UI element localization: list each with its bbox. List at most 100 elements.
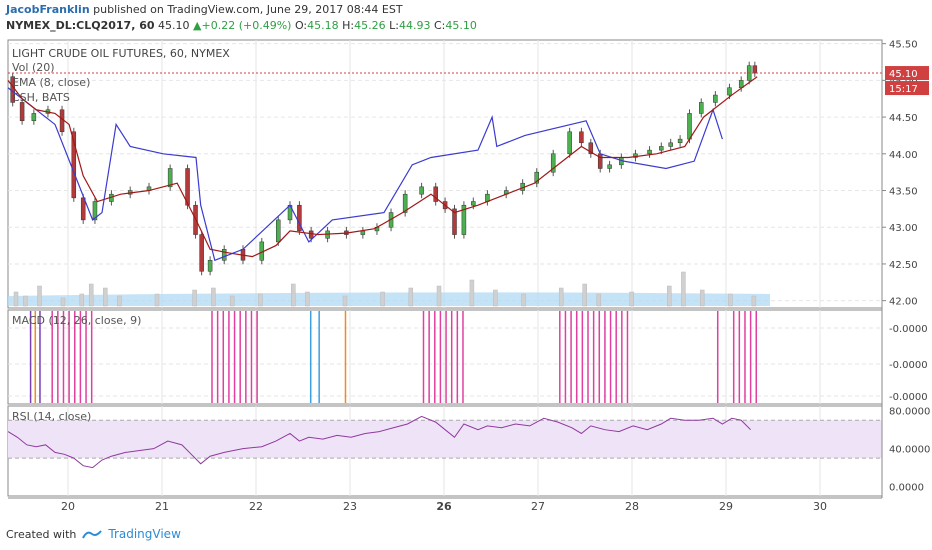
candle-body — [419, 186, 424, 195]
volume-bar — [681, 271, 686, 307]
volume-bar — [408, 287, 414, 307]
candle-body — [360, 230, 366, 235]
candle-body — [71, 131, 77, 199]
candle-body — [534, 171, 539, 184]
author-name[interactable]: JacobFranklin — [6, 3, 90, 16]
volume-ma-area — [8, 292, 770, 306]
volume-bar — [493, 289, 498, 307]
volume-bar — [596, 293, 602, 307]
main-pane-frame — [7, 39, 883, 309]
candle-body — [92, 201, 98, 221]
candle-body — [31, 113, 37, 122]
macd-label: MACD (12, 26, close, 9) — [12, 314, 141, 327]
x-tick-label: 26 — [436, 500, 452, 513]
candle-body — [713, 94, 718, 103]
candle-body — [308, 230, 314, 239]
volume-bar — [728, 293, 733, 307]
x-tick-label: 21 — [155, 500, 169, 513]
candle-body — [588, 142, 594, 155]
candle-body — [550, 153, 556, 173]
ema-line — [7, 76, 758, 258]
volume-bar — [521, 293, 526, 307]
price-change: +0.22 (+0.49%) — [201, 19, 292, 32]
publish-header: JacobFranklin published on TradingView.c… — [6, 3, 403, 16]
price-tick-label: 44.00 — [889, 150, 918, 161]
volume-bar — [342, 295, 348, 307]
chart-title: LIGHT CRUDE OIL FUTURES, 60, NYMEX — [12, 47, 230, 60]
candle-body — [687, 113, 692, 140]
candle-body — [659, 146, 664, 151]
low-label: L: — [389, 19, 399, 32]
volume-bar — [60, 297, 66, 307]
volume-bar — [469, 279, 475, 307]
x-tick-label: 29 — [719, 500, 733, 513]
candle-body — [80, 197, 86, 221]
candle-body — [452, 208, 457, 235]
candle-body — [471, 201, 476, 206]
candle-body — [752, 65, 758, 74]
candle-body — [647, 149, 652, 155]
volume-bar — [117, 295, 122, 307]
macd-pane — [29, 311, 758, 403]
price-tick-label: 42.00 — [889, 297, 918, 308]
legend-csh: CSH, BATS — [12, 91, 70, 104]
close-label: C: — [433, 19, 446, 32]
last-price-text: 45.10 — [889, 69, 918, 80]
candle-body — [677, 138, 683, 144]
candle-body — [19, 102, 25, 122]
ticker-header: NYMEX_DL:CLQ2017, 60 45.10 ▲+0.22 (+0.49… — [6, 19, 477, 32]
macd-pane-frame — [7, 309, 883, 405]
volume-bar — [23, 295, 28, 307]
candle-body — [461, 204, 467, 235]
price-series — [7, 61, 882, 276]
candle-body — [633, 153, 638, 158]
macd-tick-label: -0.0000 — [889, 324, 928, 335]
candle-body — [668, 142, 673, 147]
volume-bar — [629, 291, 634, 307]
price-tick-label: 43.00 — [889, 223, 918, 234]
candle-body — [199, 234, 204, 272]
volume-bar — [558, 287, 564, 307]
volume-bar — [192, 289, 197, 307]
created-with-text: Created with — [6, 527, 77, 541]
rsi-line — [7, 415, 751, 469]
volume-bar — [582, 283, 587, 307]
candle-body — [567, 131, 572, 155]
candle-body — [185, 168, 190, 206]
tradingview-brand[interactable]: TradingView — [108, 527, 181, 541]
volume-bar — [667, 285, 672, 307]
low-value: 44.93 — [398, 19, 431, 32]
footer: Created with TradingView — [6, 527, 181, 541]
candle-body — [699, 102, 704, 114]
candle-body — [579, 131, 584, 144]
rsi-band — [8, 420, 882, 459]
candle-body — [402, 193, 408, 213]
volume-bar — [699, 289, 705, 307]
volume-bar — [751, 295, 757, 307]
ticker-symbol: NYMEX_DL:CLQ2017, 60 — [6, 19, 155, 32]
rsi-pane — [7, 415, 882, 469]
volume-series — [8, 271, 770, 307]
volume-bar — [37, 285, 42, 307]
x-tick-label: 27 — [531, 500, 545, 513]
last-price-tag — [885, 66, 929, 81]
tradingview-logo-icon — [82, 530, 103, 539]
volume-bar — [13, 291, 19, 307]
candle-body — [433, 186, 438, 202]
countdown-tag — [885, 81, 929, 96]
publish-info: published on TradingView.com, June 29, 2… — [93, 3, 403, 16]
rsi-tick-label: 0.0000 — [889, 483, 924, 494]
axes: 20212223262728293045.5045.0044.5044.0043… — [8, 40, 930, 513]
rsi-tick-label: 80.0000 — [889, 407, 930, 418]
price-tick-label: 42.50 — [889, 260, 918, 271]
candle-body — [607, 164, 612, 169]
last-price: 45.10 — [158, 19, 190, 32]
price-tick-label: 44.50 — [889, 113, 918, 124]
up-arrow-icon: ▲ — [193, 19, 202, 32]
candle-body — [276, 219, 281, 243]
volume-bar — [436, 285, 442, 307]
candle-body — [207, 260, 213, 272]
x-tick-label: 20 — [61, 500, 75, 513]
volume-bar — [291, 283, 296, 307]
